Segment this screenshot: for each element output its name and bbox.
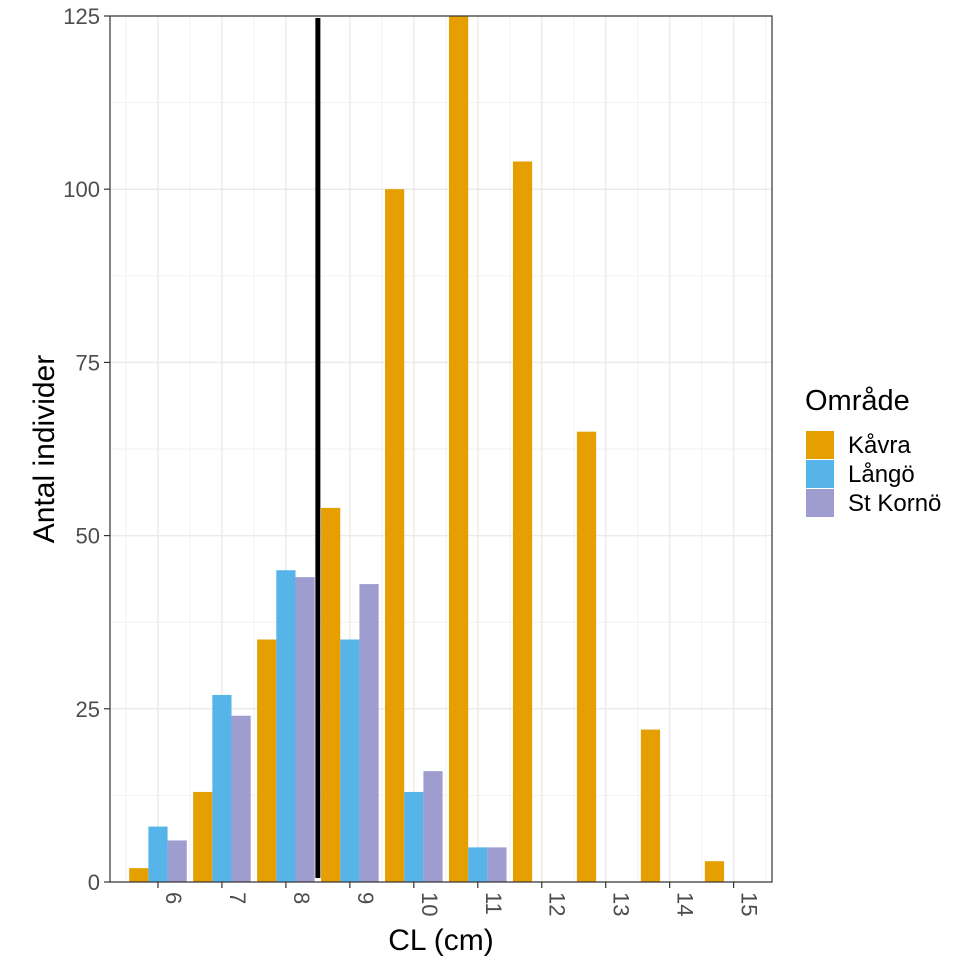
y-tick-label: 125 bbox=[63, 4, 100, 29]
y-tick-label: 25 bbox=[76, 697, 100, 722]
x-tick-label: 12 bbox=[545, 892, 570, 916]
bar-st-kornö-6 bbox=[167, 840, 187, 882]
bar-kåvra-13 bbox=[576, 431, 597, 882]
x-tick-label: 9 bbox=[353, 892, 378, 904]
legend-key-långö bbox=[806, 460, 834, 488]
x-tick-label: 14 bbox=[673, 892, 698, 916]
bar-st-kornö-10 bbox=[423, 771, 443, 882]
legend-label-kåvra: Kåvra bbox=[848, 432, 911, 459]
x-axis: 6 7 8 9 10 11 12 13 14 15 bbox=[157, 882, 762, 916]
legend-label-långö: Långö bbox=[848, 461, 915, 488]
plot-panel-border bbox=[109, 15, 773, 883]
bar-långö-7 bbox=[212, 694, 232, 882]
bar-kåvra-14 bbox=[640, 729, 661, 882]
bar-st-kornö-11 bbox=[487, 847, 507, 882]
x-tick-label: 10 bbox=[417, 892, 442, 916]
y-tick-label: 100 bbox=[63, 177, 100, 202]
legend-title: Område bbox=[805, 385, 910, 417]
y-axis-title: Antal individer bbox=[28, 355, 61, 543]
x-axis-title: CL (cm) bbox=[388, 924, 494, 957]
bar-långö-10 bbox=[404, 791, 424, 882]
bar-kåvra-15 bbox=[704, 861, 725, 882]
bar-kåvra-11 bbox=[448, 16, 469, 882]
grid-lines bbox=[110, 15, 772, 883]
bar-kåvra-8 bbox=[257, 639, 277, 882]
legend-label-st-kornö: St Kornö bbox=[848, 490, 941, 517]
bar-kåvra-12 bbox=[512, 161, 533, 882]
legend-key-st-kornö bbox=[806, 489, 834, 517]
x-tick-label: 13 bbox=[609, 892, 634, 916]
bars bbox=[129, 16, 725, 882]
x-tick-label: 11 bbox=[481, 892, 506, 915]
x-tick-label: 15 bbox=[737, 892, 762, 916]
bar-st-kornö-9 bbox=[359, 584, 379, 882]
bar-långö-6 bbox=[148, 826, 168, 882]
bar-långö-11 bbox=[468, 847, 488, 882]
legend-key-kåvra bbox=[806, 431, 834, 459]
y-tick-label: 50 bbox=[76, 524, 100, 549]
y-tick-label: 75 bbox=[76, 350, 100, 375]
x-tick-label: 8 bbox=[289, 892, 314, 904]
bar-långö-9 bbox=[340, 639, 360, 882]
x-tick-label: 7 bbox=[225, 892, 250, 904]
bar-kåvra-6 bbox=[129, 868, 149, 882]
bar-st-kornö-8 bbox=[295, 577, 315, 882]
bar-kåvra-9 bbox=[321, 507, 341, 882]
y-axis: 0 25 50 75 100 125 bbox=[63, 4, 110, 895]
y-tick-label: 0 bbox=[88, 870, 100, 895]
bar-kåvra-10 bbox=[385, 189, 405, 882]
bar-st-kornö-7 bbox=[231, 715, 251, 882]
x-tick-label: 6 bbox=[161, 892, 186, 904]
bar-långö-8 bbox=[276, 570, 296, 882]
bar-kåvra-7 bbox=[193, 791, 213, 882]
